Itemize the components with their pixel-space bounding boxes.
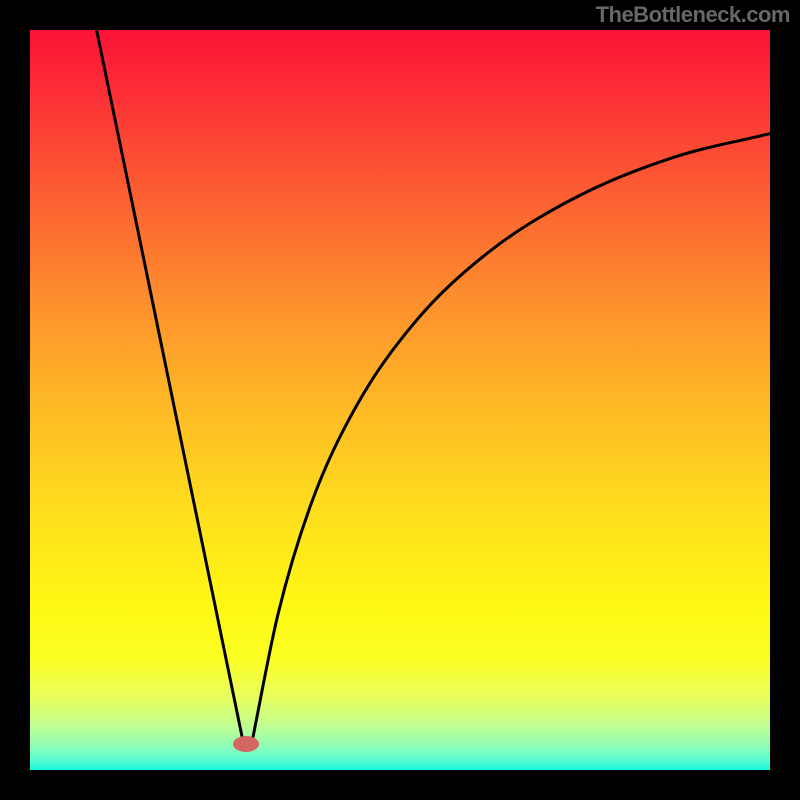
- right-branch: [252, 134, 770, 742]
- watermark-text: TheBottleneck.com: [596, 2, 790, 28]
- chart-plot-area: [30, 30, 770, 770]
- left-branch: [97, 30, 244, 742]
- v-curve: [30, 30, 770, 770]
